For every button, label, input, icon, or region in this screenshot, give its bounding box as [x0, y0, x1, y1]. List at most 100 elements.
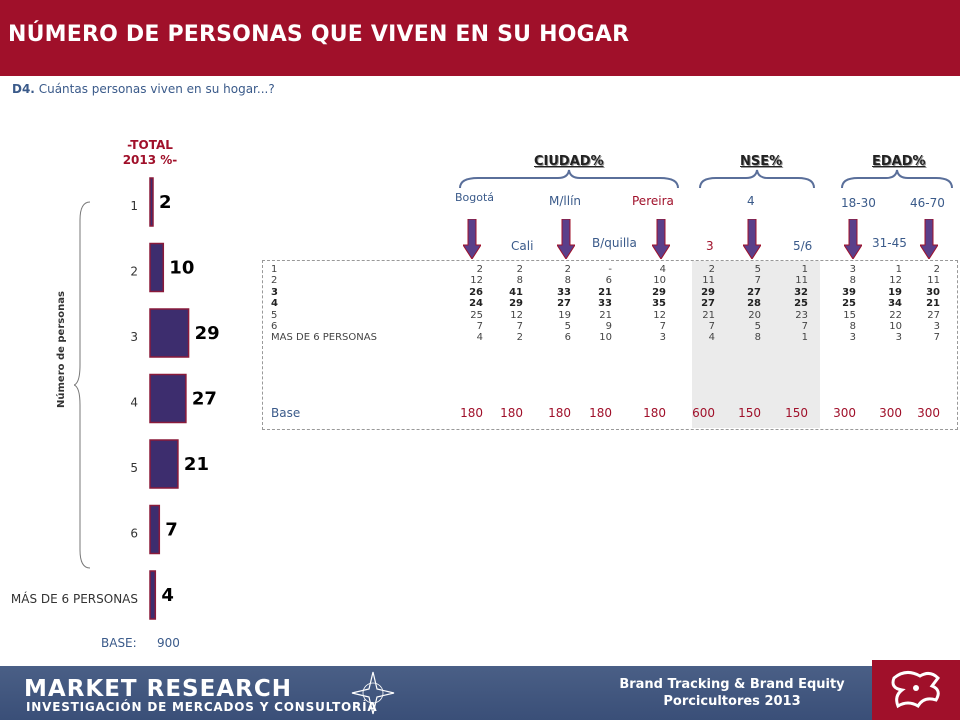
table-cell: 4	[476, 332, 483, 344]
table-cell: 5	[754, 321, 761, 332]
total-bar	[149, 308, 190, 358]
table-base-cell: 150	[738, 406, 761, 420]
table-cell: 21	[598, 286, 612, 298]
total-chart-title: -TOTAL 2013 %-	[108, 138, 192, 168]
brand-line1: Brand Tracking & Brand Equity	[619, 677, 845, 692]
table-cell: 29	[701, 286, 715, 298]
table-cell: 6	[605, 275, 612, 287]
base-label: BASE:	[101, 636, 137, 650]
group-ciudad: CIUDAD%	[534, 154, 604, 169]
total-category-label: 3	[130, 330, 138, 344]
table-cell: 39	[842, 286, 856, 298]
arrow-down-icon	[463, 219, 481, 259]
col-label-age-18-30: 18-30	[841, 196, 876, 210]
brace-edad	[841, 169, 953, 189]
table-cell: 7	[933, 332, 940, 344]
total-category-label: MÁS DE 6 PERSONAS	[11, 591, 138, 606]
table-base-cell: 180	[500, 406, 523, 420]
logo-main-text: MARKET RESEARCH	[24, 676, 292, 702]
table-cell: 27	[701, 298, 715, 310]
nse-shade	[692, 261, 820, 428]
table-cell: 34	[888, 298, 902, 310]
left-brace	[74, 201, 91, 569]
table-cell: 27	[927, 309, 940, 321]
table-cell: 33	[598, 298, 612, 310]
total-bar-value: 29	[195, 323, 220, 344]
table-cell: 21	[599, 309, 612, 321]
page-title: NÚMERO DE PERSONAS QUE VIVEN EN SU HOGAR	[8, 22, 630, 47]
table-base-cell: 600	[692, 406, 715, 420]
table-cell: 30	[926, 286, 940, 298]
table-cell: 11	[795, 275, 808, 287]
table-cell: 28	[747, 298, 761, 310]
table-cell: 8	[516, 275, 523, 287]
total-label-line2: 2013 %-	[122, 153, 178, 167]
total-label-line1: -TOTAL	[127, 138, 173, 152]
table-cell: 23	[795, 309, 808, 321]
table-cell: 4	[708, 332, 715, 344]
table-base-cell: 180	[460, 406, 483, 420]
pig-emblem-icon	[891, 671, 940, 709]
crosstab-table	[262, 260, 958, 430]
table-cell: 7	[476, 321, 483, 332]
logo-sub-text: INVESTIGACIÓN DE MERCADOS Y CONSULTORÍA	[26, 700, 378, 714]
table-cell: 19	[888, 286, 902, 298]
table-cell: 22	[889, 309, 902, 321]
table-cell: 35	[652, 298, 666, 310]
table-cell: 5	[754, 264, 761, 275]
total-bar-value: 10	[169, 258, 194, 279]
table-base-cell: 180	[589, 406, 612, 420]
table-cell: 3	[933, 321, 940, 332]
arrow-down-icon	[920, 219, 938, 259]
table-cell: 7	[708, 321, 715, 332]
col-label-nse-4: 4	[747, 194, 755, 208]
table-cell: 19	[558, 309, 571, 321]
table-cell: 12	[510, 309, 523, 321]
table-base-label: Base	[271, 406, 301, 420]
brand-emblem	[872, 660, 960, 720]
table-cell: 3	[849, 264, 856, 275]
table-cell: 32	[794, 286, 808, 298]
question-code: D4.	[12, 82, 35, 96]
table-cell: 10	[653, 275, 666, 287]
table-cell: 2	[933, 264, 940, 275]
col-label-nse-3: 3	[706, 239, 714, 253]
total-bar	[149, 439, 179, 489]
brand-line2: Porcicultores 2013	[663, 694, 801, 709]
group-nse: NSE%	[740, 154, 783, 169]
table-cell: 12	[653, 309, 666, 321]
table-cell: 3	[849, 332, 856, 344]
total-category-label: 4	[130, 396, 138, 410]
table-cell: 41	[509, 286, 523, 298]
base-value: 900	[157, 636, 180, 650]
total-bar	[149, 504, 161, 555]
brand-caption: Brand Tracking & Brand Equity Porciculto…	[612, 676, 852, 710]
total-bar	[149, 177, 154, 227]
table-cell: 2	[564, 264, 571, 275]
col-label-medellin: M/llín	[549, 194, 582, 208]
table-cell: 10	[889, 321, 902, 332]
table-base-cell: 180	[643, 406, 666, 420]
table-base-cell: 180	[548, 406, 571, 420]
footer-bar	[0, 666, 960, 720]
total-bar-value: 2	[159, 192, 172, 213]
total-bar	[149, 570, 157, 620]
group-edad: EDAD%	[872, 154, 926, 169]
total-bar-value: 7	[165, 520, 178, 541]
table-cell: 8	[754, 332, 761, 344]
total-category-label: 2	[130, 265, 138, 279]
table-cell: 10	[599, 332, 612, 344]
table-cell: 11	[927, 275, 940, 287]
col-label-nse-56: 5/6	[793, 239, 813, 253]
col-label-cali: Cali	[511, 239, 534, 253]
total-bar-value: 27	[192, 389, 217, 410]
table-cell: 21	[926, 298, 940, 310]
table-cell: 21	[702, 309, 715, 321]
brace-nse	[699, 169, 815, 189]
table-cell: 8	[564, 275, 571, 287]
total-category-label: 5	[130, 461, 138, 475]
table-cell: 25	[470, 309, 483, 321]
table-cell: 1	[801, 332, 808, 344]
table-cell: 11	[702, 275, 715, 287]
